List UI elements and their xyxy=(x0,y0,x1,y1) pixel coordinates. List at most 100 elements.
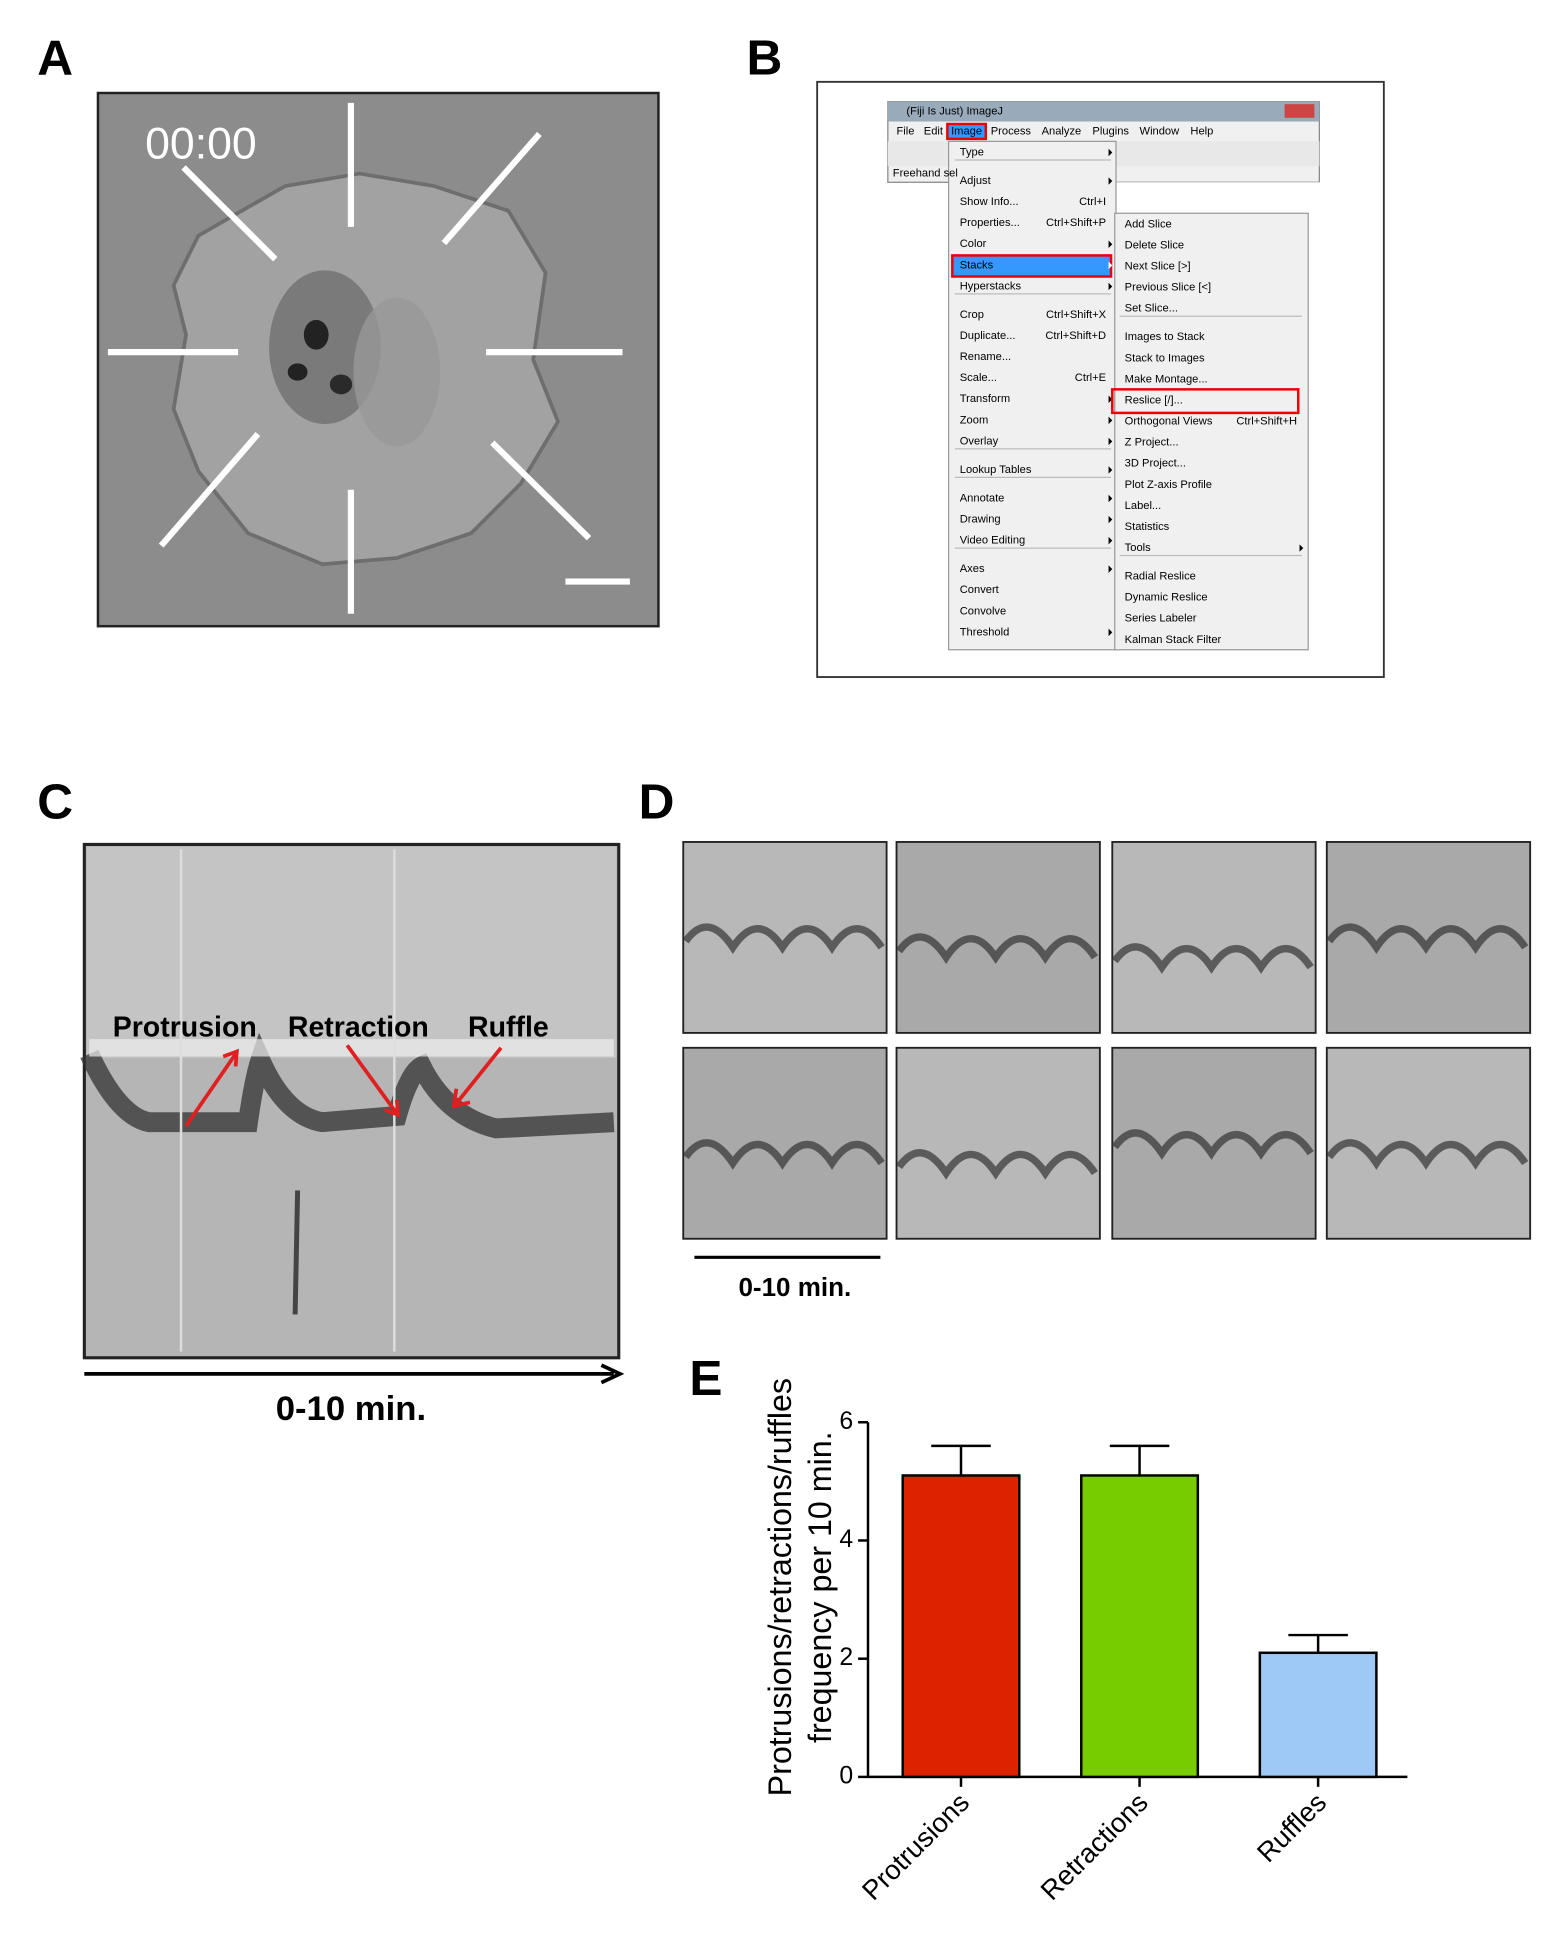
menu-item: Adjust xyxy=(960,175,992,187)
panel-label: A xyxy=(37,29,73,85)
imagej-window: (Fiji Is Just) ImageJ File Edit Image Proces… xyxy=(887,101,1321,651)
panel-label: E xyxy=(689,1350,722,1406)
submenu-arrow xyxy=(1108,177,1113,185)
menu-item: Make Montage... xyxy=(1125,373,1208,385)
menu-shortcut: Ctrl+Shift+P xyxy=(1046,217,1106,229)
menu-item: Stacks xyxy=(960,259,994,271)
menu-item: 3D Project... xyxy=(1125,458,1186,470)
edge-trace xyxy=(1111,1129,1314,1160)
menu-bar-item: Plugins xyxy=(1092,125,1129,137)
panel-label: D xyxy=(639,773,675,829)
y-tick-label: 6 xyxy=(839,1408,853,1435)
menu-item: Next Slice [>] xyxy=(1125,261,1191,273)
kymograph-tile xyxy=(1111,1046,1317,1240)
menu-item: Lookup Tables xyxy=(960,464,1032,476)
menu-shortcut: Ctrl+Shift+H xyxy=(1236,416,1297,428)
kymograph-tile xyxy=(1111,841,1317,1034)
menu-item: Reslice [/]... xyxy=(1125,394,1183,406)
menu-item: Statistics xyxy=(1125,521,1170,533)
menu-item: Crop xyxy=(960,309,984,321)
panel-label: C xyxy=(37,773,73,829)
x-tick-label: Retractions xyxy=(1034,1787,1153,1906)
menu-item: Kalman Stack Filter xyxy=(1125,634,1222,646)
menu-item: Type xyxy=(960,146,984,158)
x-tick-label: Ruffles xyxy=(1251,1787,1333,1869)
submenu-arrow xyxy=(1108,628,1113,637)
menu-item: Threshold xyxy=(960,626,1010,638)
submenu-arrow xyxy=(1108,536,1113,545)
menu-bar-item: Edit xyxy=(924,125,944,137)
menu-item: Dynamic Reslice xyxy=(1125,592,1208,604)
menu-item: Overlay xyxy=(960,435,999,447)
annotation: Retraction xyxy=(288,1012,429,1044)
menu-bar-item: Analyze xyxy=(1042,125,1082,137)
menu-bar-item: Process xyxy=(991,125,1032,137)
micrograph: 00:00 xyxy=(96,91,660,628)
edge-trace xyxy=(682,1139,885,1170)
submenu-arrow xyxy=(1108,261,1113,270)
submenu-arrow xyxy=(1108,395,1113,403)
submenu-arrow xyxy=(1108,437,1113,446)
menu-bar-item: File xyxy=(897,125,915,137)
menu-item: Zoom xyxy=(960,414,988,426)
arrowhead xyxy=(600,1363,625,1385)
status-text: Freehand sel xyxy=(893,168,958,180)
edge-trace xyxy=(1326,923,1529,955)
menu-item: Video Editing xyxy=(960,535,1025,547)
edge-trace xyxy=(1111,943,1314,974)
menu-shortcut: Ctrl+E xyxy=(1075,372,1106,384)
kymograph-tile xyxy=(1325,841,1532,1034)
x-tick-label: Protrusions xyxy=(856,1787,975,1906)
menu-item: Rename... xyxy=(960,351,1011,363)
menu-bar-item: Window xyxy=(1140,125,1181,137)
edge-trace xyxy=(1326,1139,1529,1170)
window-title: (Fiji Is Just) ImageJ xyxy=(906,106,1003,118)
submenu-arrow xyxy=(1108,240,1113,248)
menu-item: Properties... xyxy=(960,217,1020,229)
y-axis-label: frequency per 10 min. xyxy=(802,1431,838,1743)
submenu-arrow xyxy=(1108,282,1113,291)
menu-item: Duplicate... xyxy=(960,330,1016,342)
menu-bar-item: Image xyxy=(951,125,982,137)
menu-item: Previous Slice [<] xyxy=(1125,282,1211,294)
menu-item: Radial Reslice xyxy=(1125,571,1196,583)
menu-item: Orthogonal Views xyxy=(1125,416,1213,428)
submenu-arrow xyxy=(1108,565,1113,573)
menu-item: Add Slice xyxy=(1125,218,1172,230)
menu-item: Drawing xyxy=(960,514,1001,526)
menu-item: Hyperstacks xyxy=(960,280,1022,292)
menu-item: Color xyxy=(960,238,987,250)
panel-label: B xyxy=(746,29,782,85)
submenu-arrow xyxy=(1108,416,1113,425)
submenu-arrow xyxy=(1108,466,1113,474)
edge-trace xyxy=(682,923,885,955)
axis-label: 0-10 min. xyxy=(276,1390,426,1428)
edge-trace xyxy=(895,1149,1099,1180)
menu-item: Label... xyxy=(1125,500,1162,512)
y-axis-label: Protrusions/retractions/ruffles xyxy=(762,1378,798,1796)
annotation: Protrusion xyxy=(113,1012,257,1044)
bar xyxy=(1080,1474,1200,1779)
submenu-arrow xyxy=(1108,494,1113,503)
menu-shortcut: Ctrl+I xyxy=(1079,196,1106,208)
menu-item: Set Slice... xyxy=(1125,303,1178,315)
menu-box xyxy=(1111,388,1300,415)
menu-item: Convolve xyxy=(960,605,1006,617)
menu-item: Convert xyxy=(960,584,1000,596)
y-tick-label: 2 xyxy=(839,1644,853,1671)
submenu-arrow xyxy=(1108,515,1113,524)
kymograph xyxy=(80,842,621,1360)
submenu-arrow xyxy=(1108,148,1113,157)
menu-item: Delete Slice xyxy=(1125,239,1184,251)
menu-item: Show Info... xyxy=(960,196,1019,208)
menu-item: Tools xyxy=(1125,542,1151,554)
menu-shortcut: Ctrl+Shift+D xyxy=(1045,330,1106,342)
submenu-arrow xyxy=(1299,544,1304,552)
menu-item: Stack to Images xyxy=(1125,352,1205,364)
menu-shortcut: Ctrl+Shift+X xyxy=(1046,309,1107,321)
menu-item: Z Project... xyxy=(1125,437,1179,449)
menu-item: Images to Stack xyxy=(1125,331,1205,343)
bar-chart: 0 2 4 6 Protrusions/retractions/ruffles frequ… xyxy=(762,1378,1408,1906)
